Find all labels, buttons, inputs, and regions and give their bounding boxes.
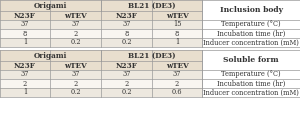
- Bar: [0, 70, 50, 79]
- Bar: [101, 11, 152, 20]
- Text: Incubation time (hr): Incubation time (hr): [217, 30, 285, 38]
- Text: Origami: Origami: [34, 1, 67, 10]
- Text: 37: 37: [71, 71, 80, 79]
- Text: Inclusion body: Inclusion body: [220, 6, 283, 14]
- Text: wTEV: wTEV: [64, 61, 87, 69]
- Text: 37: 37: [71, 20, 80, 29]
- Bar: [101, 88, 152, 97]
- Bar: [0, 0, 101, 11]
- Bar: [202, 70, 300, 79]
- Bar: [50, 20, 101, 29]
- Text: 8: 8: [175, 30, 179, 38]
- Text: BL21 (DE3): BL21 (DE3): [128, 52, 175, 60]
- Bar: [152, 61, 202, 70]
- Text: wTEV: wTEV: [166, 11, 188, 19]
- Bar: [152, 20, 202, 29]
- Bar: [50, 38, 101, 47]
- Bar: [202, 20, 300, 29]
- Text: wTEV: wTEV: [166, 61, 188, 69]
- Text: N23F: N23F: [14, 11, 36, 19]
- Text: 15: 15: [173, 20, 181, 29]
- Bar: [50, 88, 101, 97]
- Text: 0.2: 0.2: [121, 88, 132, 97]
- Bar: [152, 11, 202, 20]
- Bar: [0, 38, 50, 47]
- Bar: [0, 29, 50, 38]
- Bar: [50, 11, 101, 20]
- Bar: [152, 79, 202, 88]
- Bar: [0, 50, 101, 61]
- Text: 0.2: 0.2: [70, 88, 81, 97]
- Text: N23F: N23F: [116, 11, 137, 19]
- Text: Temperature (°C): Temperature (°C): [221, 20, 281, 29]
- Text: 2: 2: [124, 79, 129, 87]
- Bar: [0, 79, 50, 88]
- Text: 37: 37: [122, 71, 131, 79]
- Bar: [101, 70, 152, 79]
- Bar: [101, 50, 202, 61]
- Text: 37: 37: [122, 20, 131, 29]
- Bar: [101, 0, 202, 11]
- Bar: [202, 79, 300, 88]
- Bar: [202, 88, 300, 97]
- Text: 37: 37: [173, 71, 181, 79]
- Text: 0.2: 0.2: [70, 38, 81, 46]
- Bar: [50, 79, 101, 88]
- Bar: [101, 29, 152, 38]
- Text: N23F: N23F: [14, 61, 36, 69]
- Text: 2: 2: [23, 79, 27, 87]
- Bar: [152, 70, 202, 79]
- Text: Origami: Origami: [34, 52, 67, 60]
- Text: 2: 2: [74, 79, 78, 87]
- Bar: [101, 79, 152, 88]
- Text: Soluble form: Soluble form: [223, 56, 279, 64]
- Text: 8: 8: [124, 30, 129, 38]
- Text: 2: 2: [74, 30, 78, 38]
- Bar: [202, 38, 300, 47]
- Bar: [50, 61, 101, 70]
- Bar: [50, 29, 101, 38]
- Text: 37: 37: [21, 20, 29, 29]
- Bar: [202, 50, 300, 97]
- Text: 1: 1: [175, 38, 179, 46]
- Bar: [152, 38, 202, 47]
- Text: wTEV: wTEV: [64, 11, 87, 19]
- Text: BL21 (DE3): BL21 (DE3): [128, 1, 175, 10]
- Text: 1: 1: [23, 88, 27, 97]
- Text: N23F: N23F: [116, 61, 137, 69]
- Text: Temperature (°C): Temperature (°C): [221, 71, 281, 79]
- Bar: [202, 29, 300, 38]
- Bar: [101, 20, 152, 29]
- Bar: [202, 0, 300, 47]
- Text: 1: 1: [23, 38, 27, 46]
- Bar: [101, 61, 152, 70]
- Text: Incubation time (hr): Incubation time (hr): [217, 79, 285, 87]
- Text: 8: 8: [23, 30, 27, 38]
- Text: 2: 2: [175, 79, 179, 87]
- Text: 0.6: 0.6: [172, 88, 182, 97]
- Text: 0.2: 0.2: [121, 38, 132, 46]
- Bar: [0, 61, 50, 70]
- Bar: [0, 88, 50, 97]
- Bar: [0, 11, 50, 20]
- Text: Inducer concentration (mM): Inducer concentration (mM): [203, 38, 299, 46]
- Bar: [0, 20, 50, 29]
- Bar: [152, 88, 202, 97]
- Bar: [152, 29, 202, 38]
- Text: Inducer concentration (mM): Inducer concentration (mM): [203, 88, 299, 97]
- Text: 37: 37: [21, 71, 29, 79]
- Bar: [101, 38, 152, 47]
- Bar: [50, 70, 101, 79]
